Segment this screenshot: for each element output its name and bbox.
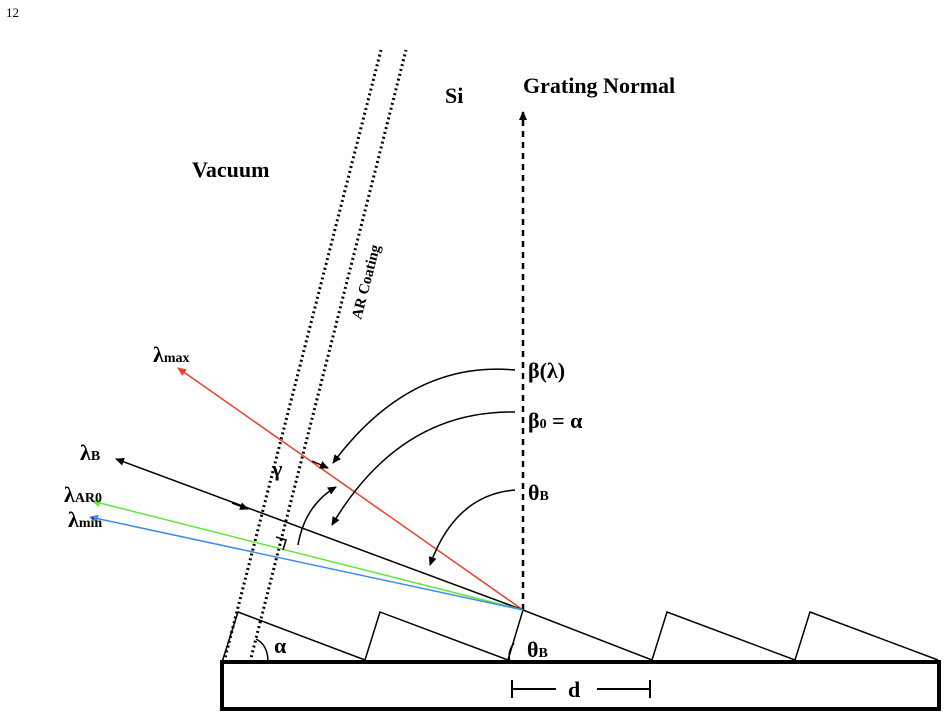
theta-b-bottom-label: θB [527, 637, 548, 662]
grating-profile [221, 609, 939, 663]
theta-b-label: θB [528, 480, 549, 505]
ray-lambda-b [115, 458, 524, 611]
substrate [220, 660, 941, 711]
arc-gamma [297, 486, 337, 546]
refraction-arrow [231, 502, 249, 510]
gamma-label: γ [271, 456, 282, 481]
lambda-ar0-label: λAR0 [64, 482, 102, 507]
vacuum-label: Vacuum [192, 157, 269, 182]
grating-normal-label: Grating Normal [523, 73, 675, 98]
coating-boundary [222, 49, 383, 663]
lambda-max-label: λmax [153, 342, 189, 367]
lambda-min-label: λmin [68, 507, 102, 532]
beta0-label: β0 = α [528, 408, 583, 433]
ray-lambda-max [177, 367, 524, 611]
ray-lambda-ar0 [91, 499, 524, 611]
period-label: d [568, 677, 580, 702]
alpha-label: α [274, 633, 287, 658]
arc-theta-b-bottom [508, 642, 515, 663]
ray-lambda-min [89, 514, 524, 611]
lambda-b-label: λB [80, 440, 100, 465]
right-angle [275, 536, 287, 551]
arc-beta-lambda [332, 368, 516, 464]
page-number: 12 [6, 5, 19, 20]
beta-lambda-label: β(λ) [528, 358, 565, 383]
coating-boundary [248, 49, 408, 663]
arc-alpha [255, 638, 269, 663]
refraction-arrow [311, 460, 329, 469]
arc-theta-b [428, 489, 516, 566]
silicon-label: Si [445, 83, 463, 108]
arc-beta0 [331, 411, 516, 526]
